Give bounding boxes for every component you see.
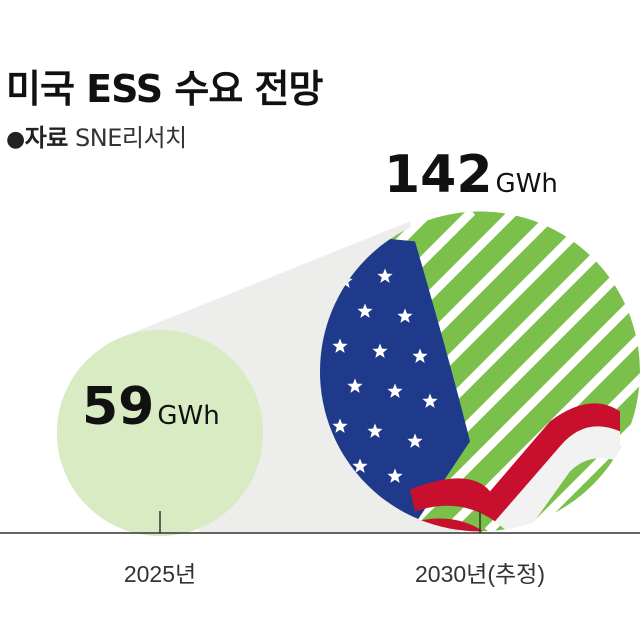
value-label-2025: 59 GWh [82, 377, 220, 437]
flag-star [332, 338, 348, 353]
value-unit-2030: GWh [496, 169, 558, 199]
value-number-2025: 59 [82, 377, 154, 437]
flag-star [347, 378, 363, 393]
flag-star [387, 468, 403, 483]
category-label-2025: 2025년 [124, 561, 196, 587]
flag-star [352, 458, 368, 473]
flag-star [387, 383, 403, 398]
stripe [442, 211, 640, 532]
flag-stripe-white [495, 426, 620, 532]
flag-star [332, 418, 348, 433]
flag-star [367, 423, 383, 438]
flag-canton [320, 231, 470, 532]
category-label-2030: 2030년(추정) [415, 561, 545, 587]
flag-star [377, 268, 393, 283]
flag-stripe-red [410, 403, 620, 522]
flag-star [372, 343, 388, 358]
flag-star [397, 308, 413, 323]
source-line: ●자료 SNE리서치 [6, 118, 187, 153]
source-value: SNE리서치 [75, 124, 187, 152]
bubble-2025 [56, 329, 264, 537]
flag-star [412, 348, 428, 363]
source-label: 자료 [24, 124, 69, 152]
stripe [526, 211, 640, 532]
flag-star [357, 303, 373, 318]
flag-icon [320, 231, 620, 532]
flag-star [422, 393, 438, 408]
flag-star [407, 433, 423, 448]
value-unit-2025: GWh [157, 401, 219, 431]
stripe [400, 211, 640, 532]
bullet-icon: ● [6, 127, 25, 152]
chart-title: 미국 ESS 수요 전망 [6, 67, 323, 111]
value-number-2030: 142 [384, 145, 493, 205]
value-label-2030: 142 GWh [384, 145, 558, 205]
